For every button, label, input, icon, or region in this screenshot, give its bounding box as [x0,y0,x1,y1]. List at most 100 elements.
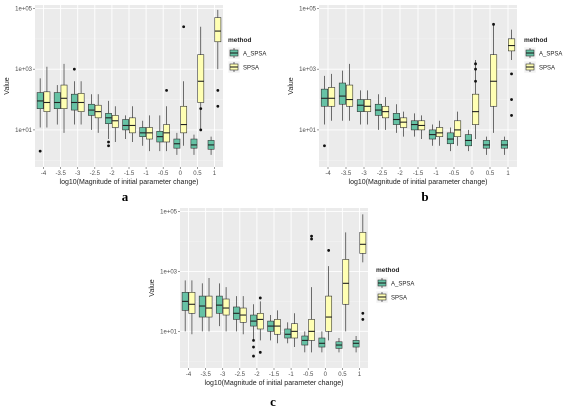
box-A_SPSA--1 [428,124,437,146]
box-A_SPSA--2 [392,104,401,133]
box-SPSA--0.5 [453,111,462,146]
y-tick-label: 1e+05 [15,6,33,12]
x-tick-label: -1.5 [269,372,280,378]
chart-panel-a: 1e+01 1e+03 1e+05 -4 -3.5 -3 -2.5 -2 -1.5 -1 -0.5 0… [4,5,266,204]
box-A_SPSA--2 [250,304,257,358]
x-tick-label: 1 [213,171,217,177]
x-tick-label: 0 [179,171,183,177]
box-SPSA-0 [471,60,480,140]
outlier-point [510,114,513,117]
x-tick-label: -3.5 [55,171,66,177]
box-A_SPSA--3 [70,67,78,125]
box-SPSA-1 [359,214,367,321]
box-A_SPSA-1 [500,136,509,155]
box-A_SPSA--1.5 [122,115,129,140]
box-body [318,337,326,348]
box-SPSA-0.5 [342,232,350,332]
box-A_SPSA--2 [105,100,112,148]
box-SPSA--2.5 [381,97,390,130]
box-body [435,127,444,137]
box-A_SPSA--1.5 [267,315,274,341]
box-body [500,140,509,149]
outlier-point [474,62,477,66]
y-tick-label: 1e+01 [15,128,33,134]
box-body [53,92,61,109]
x-tick-label: -3.5 [341,171,352,177]
y-axis-title: Value [4,77,11,94]
box-SPSA--4 [43,66,51,128]
legend-label: SPSA [391,296,407,302]
panel-label: b [421,189,428,204]
outlier-point [199,107,203,111]
outlier-point [107,140,110,144]
legend: method A_SPSA SPSA [523,37,562,74]
box-body [345,84,354,107]
x-tick-label: -2.5 [90,171,101,177]
legend-label: A_SPSA [391,282,414,288]
chart-panel-c: 1e+01 1e+03 1e+05 -4 -3.5 -3 -2.5 -2 -1.5 -1 -0.5 0… [149,208,414,409]
box-body [111,115,119,128]
box-body [308,319,315,341]
box-A_SPSA-0 [464,129,473,152]
outlier-point [361,311,365,315]
box-body [273,319,281,335]
y-tick-label: 1e+01 [299,128,317,134]
x-tick-label: -1 [433,171,439,177]
outlier-point [107,144,110,148]
box-body [507,38,516,52]
legend-label: SPSA [539,66,555,72]
box-A_SPSA--3.5 [198,283,206,332]
box-SPSA--1 [435,120,444,146]
legend: method A_SPSA SPSA [375,267,414,304]
box-SPSA--3 [363,90,372,125]
x-tick-label: -4 [41,171,47,177]
box-body [180,105,188,134]
x-tick-label: 0 [470,171,474,177]
outlier-point [474,67,477,71]
box-body [284,328,292,339]
box-SPSA--0.5 [163,89,170,152]
legend-title: method [524,37,548,44]
panel-label: a [122,189,129,204]
legend-label: A_SPSA [243,52,266,58]
panel-label: c [270,394,276,409]
x-tick-label: -0.5 [449,171,460,177]
box-SPSA--1.5 [273,310,281,344]
outlier-point [327,249,331,252]
x-tick-label: -0.5 [158,171,169,177]
legend-label: A_SPSA [539,52,562,58]
box-A_SPSA--3 [356,90,365,125]
box-body [359,232,367,254]
box-SPSA-0.5 [489,22,498,133]
box-SPSA--1 [291,313,298,348]
box-SPSA--2.5 [239,296,247,335]
x-tick-label: -3 [220,372,226,378]
legend-item-A_SPSA: A_SPSA [227,46,266,60]
box-body [60,84,68,109]
legend-item-SPSA: SPSA [227,60,259,74]
box-body [105,113,112,125]
outlier-point [492,22,495,26]
legend-title: method [376,267,400,274]
box-A_SPSA--0.5 [446,127,455,152]
box-A_SPSA--4 [320,75,329,148]
outlier-point [165,89,168,92]
box-A_SPSA-0.5 [482,136,491,155]
box-body [471,93,480,125]
box-A_SPSA--4 [181,280,189,332]
y-tick-label: 1e+01 [160,329,178,335]
x-tick-label: -1 [143,171,149,177]
box-SPSA--2 [399,111,408,137]
box-body [205,295,213,318]
box-SPSA-1 [214,9,222,108]
outlier-point [252,338,255,342]
box-body [43,91,51,112]
outlier-point [258,350,262,354]
outlier-point [510,98,513,101]
x-tick-label: 0.5 [486,171,495,177]
box-SPSA--1.5 [129,106,136,142]
box-A_SPSA--2.5 [233,296,240,332]
x-tick-label: -2 [254,372,260,378]
x-tick-label: -1 [288,372,294,378]
